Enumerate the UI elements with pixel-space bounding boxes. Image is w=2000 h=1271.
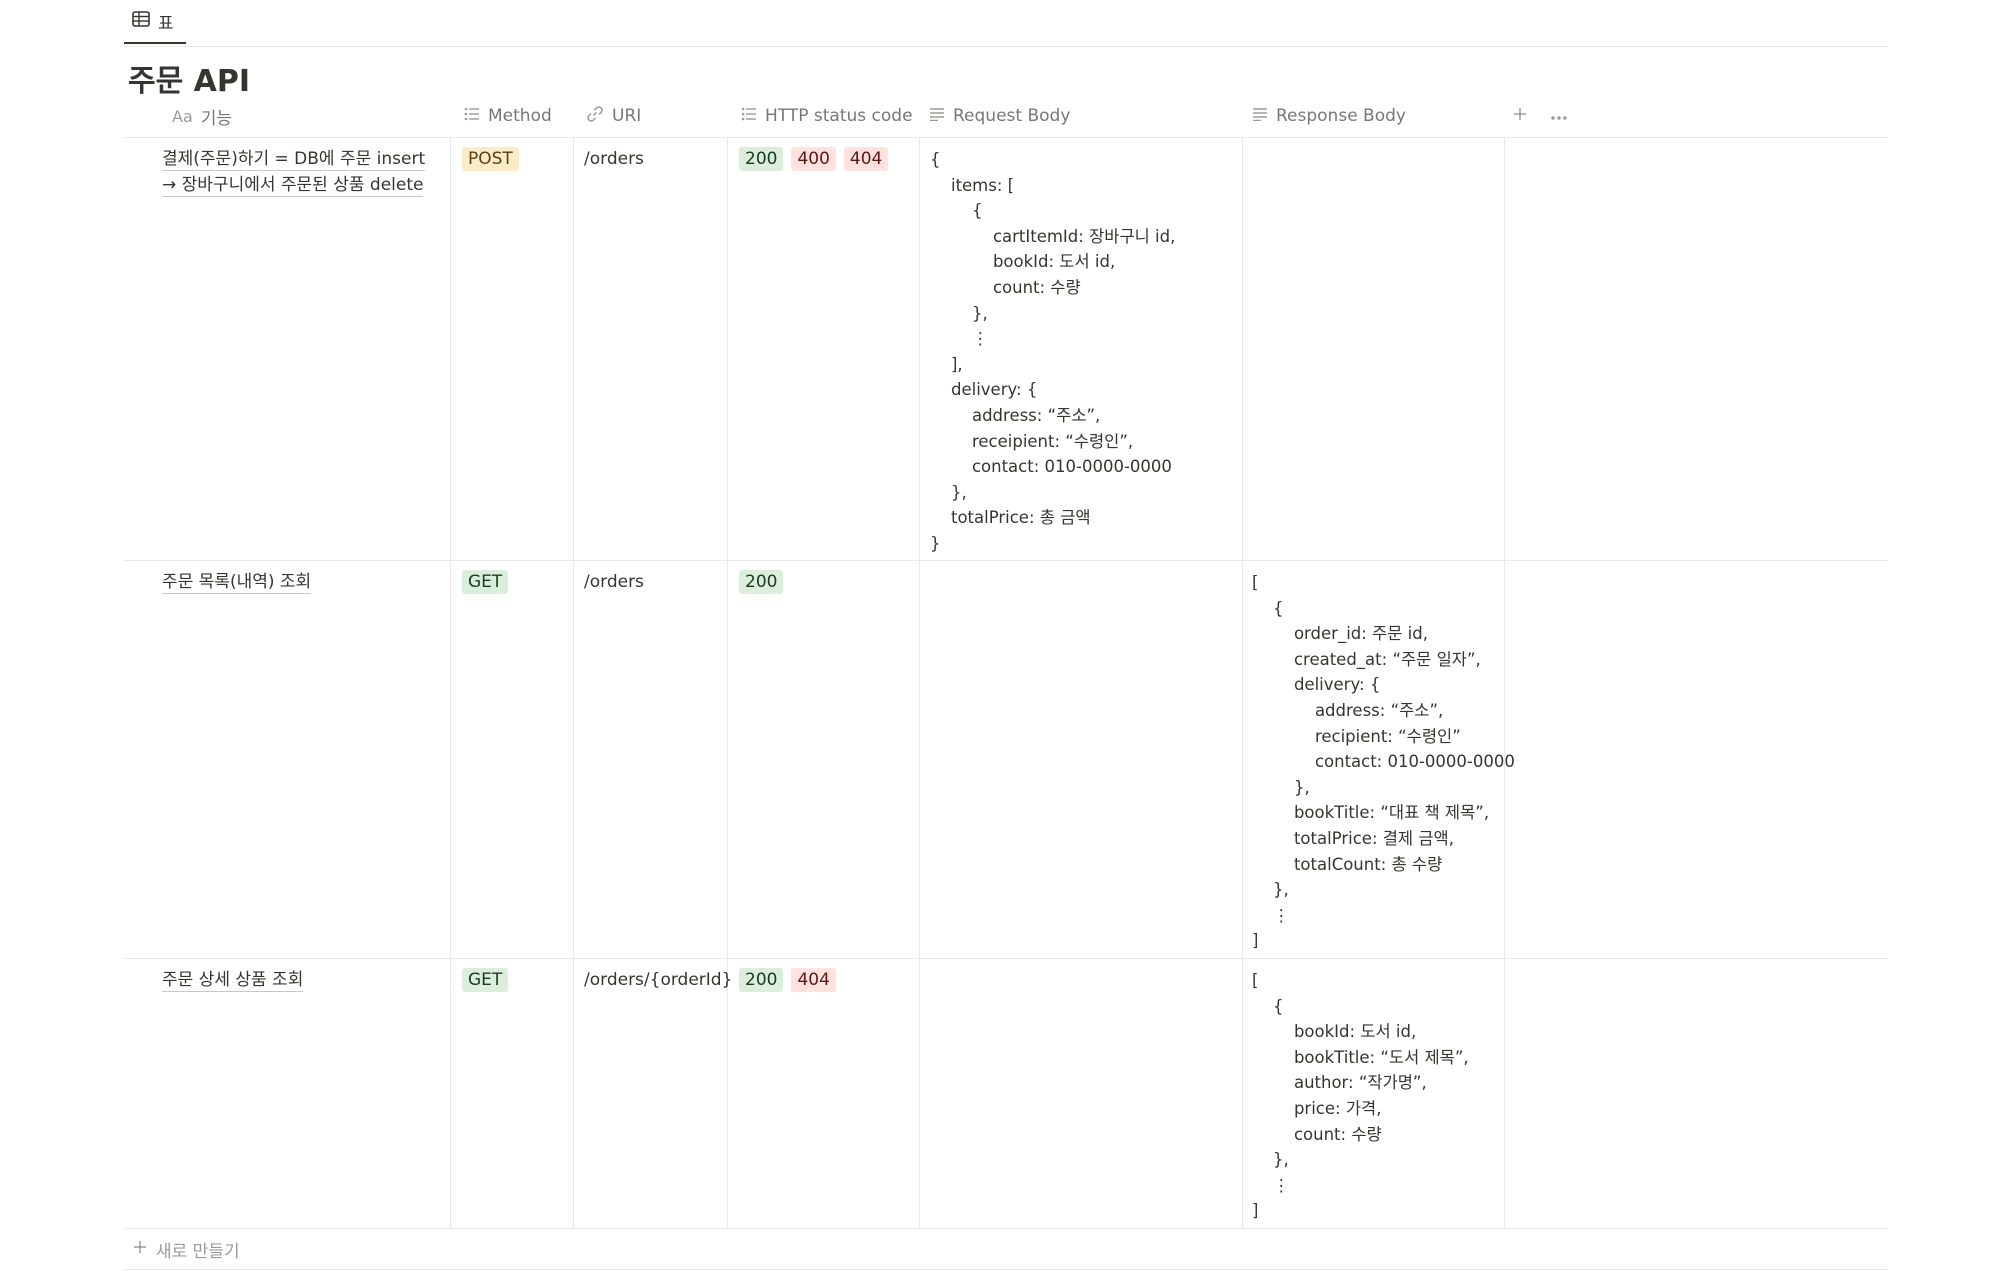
uri-text: /orders — [584, 572, 644, 592]
list-icon — [741, 106, 757, 126]
new-row-label: 새로 만들기 — [156, 1241, 240, 1262]
status-badge: 400 — [791, 147, 836, 171]
row-name-line1: 결제(주문)하기 = DB에 주문 insert — [162, 149, 426, 171]
row-name-line1: 주문 목록(내역) 조회 — [162, 572, 312, 594]
table-icon — [132, 10, 150, 32]
status-badge: 404 — [843, 147, 889, 171]
uri-cell[interactable]: /orders — [584, 570, 644, 596]
status-badge: 404 — [791, 968, 836, 992]
more-horizontal-icon — [1550, 106, 1568, 126]
uri-text: /orders — [584, 149, 644, 169]
request-body-cell[interactable]: { items: [ { cartItemId: 장바구니 id, bookId… — [930, 150, 1176, 553]
text-lines-icon — [929, 106, 945, 126]
uri-text: /orders/{orderId} — [584, 970, 733, 990]
method-cell[interactable]: GET — [462, 570, 516, 596]
link-icon — [586, 105, 604, 128]
method-badge: GET — [462, 570, 509, 594]
status-cell[interactable]: 200 — [739, 570, 791, 596]
response-body-cell[interactable]: [ { order_id: 주문 id, created_at: “주문 일자”… — [1252, 573, 1515, 951]
add-column-button[interactable] — [1512, 95, 1528, 137]
method-badge: GET — [462, 968, 509, 992]
status-badge: 200 — [739, 147, 784, 171]
row-name-cell[interactable]: 결제(주문)하기 = DB에 주문 insert → 장바구니에서 주문된 상품… — [162, 147, 452, 198]
view-tab-table[interactable]: 표 — [124, 0, 186, 44]
row-name-cell[interactable]: 주문 목록(내역) 조회 — [162, 570, 452, 596]
table-row[interactable]: 주문 상세 상품 조회 GET /orders/{orderId} 200 404… — [124, 959, 1888, 1229]
page-title: 주문 API — [128, 64, 251, 99]
view-tab-label: 표 — [158, 13, 174, 34]
column-header-method[interactable]: Method — [464, 95, 552, 137]
status-cell[interactable]: 200 400 404 — [739, 147, 896, 173]
title-text-icon: Aa — [172, 106, 193, 126]
column-header-name[interactable]: Aa 기능 — [172, 106, 233, 129]
column-header-response-body[interactable]: Response Body — [1252, 95, 1406, 137]
list-icon — [464, 106, 480, 126]
status-cell[interactable]: 200 404 — [739, 968, 844, 994]
uri-cell[interactable]: /orders/{orderId} — [584, 968, 732, 994]
row-name-line1: 주문 상세 상품 조회 — [162, 970, 304, 992]
method-badge: POST — [462, 147, 519, 171]
table-row[interactable]: 주문 목록(내역) 조회 GET /orders 200 [ { order_i… — [124, 561, 1888, 959]
column-header-status[interactable]: HTTP status code — [741, 95, 913, 137]
more-options-button[interactable] — [1550, 95, 1568, 137]
plus-icon — [132, 1239, 148, 1260]
row-name-cell[interactable]: 주문 상세 상품 조회 — [162, 968, 452, 994]
table-header: Aa 기능 Method URI HTTP status code Requ — [124, 95, 1888, 138]
view-tab-bar: 표 — [124, 0, 1888, 47]
text-lines-icon — [1252, 106, 1268, 126]
new-row-button[interactable]: 새로 만들기 — [124, 1229, 1888, 1270]
table-row[interactable]: 결제(주문)하기 = DB에 주문 insert → 장바구니에서 주문된 상품… — [124, 138, 1888, 561]
status-badge: 200 — [739, 570, 784, 594]
row-name-line2: → 장바구니에서 주문된 상품 delete — [162, 174, 424, 197]
column-header-request-body[interactable]: Request Body — [929, 95, 1070, 137]
method-cell[interactable]: GET — [462, 968, 516, 994]
database-table: Aa 기능 Method URI HTTP status code Requ — [124, 95, 1888, 1270]
status-badge: 200 — [739, 968, 784, 992]
method-cell[interactable]: POST — [462, 147, 527, 173]
response-body-cell[interactable]: [ { bookId: 도서 id, bookTitle: “도서 제목”, a… — [1252, 971, 1469, 1221]
uri-cell[interactable]: /orders — [584, 147, 644, 173]
plus-icon — [1512, 106, 1528, 127]
column-header-uri[interactable]: URI — [586, 95, 641, 137]
